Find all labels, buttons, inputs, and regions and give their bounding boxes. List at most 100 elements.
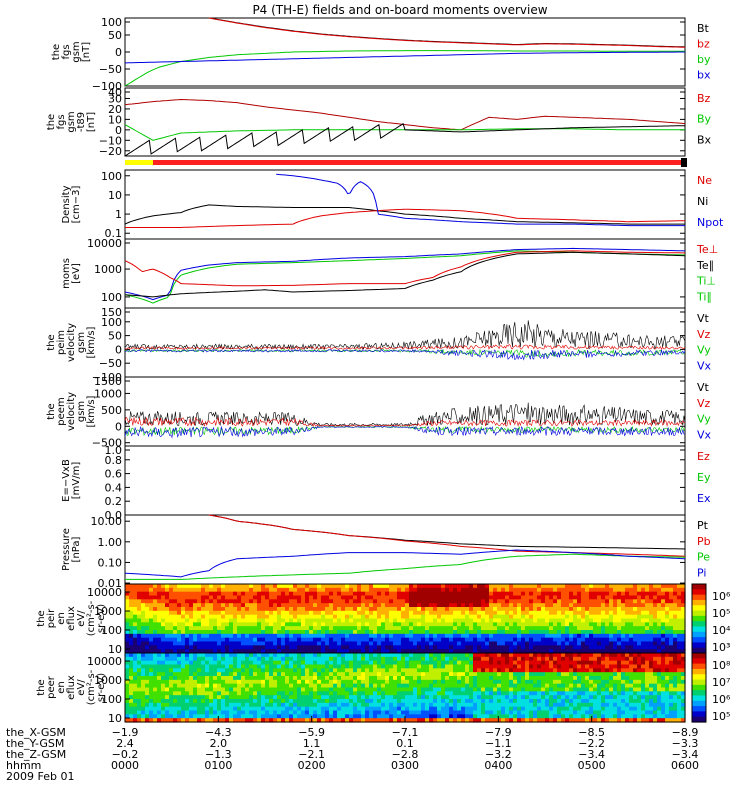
heatmap-cell	[169, 687, 174, 692]
heatmap-cell	[385, 645, 390, 650]
heatmap-cell	[133, 599, 138, 604]
heatmap-cell	[345, 679, 350, 685]
heatmap-cell	[497, 622, 502, 627]
heatmap-cell	[661, 610, 666, 616]
heatmap-cell	[133, 645, 138, 650]
heatmap-cell	[413, 587, 418, 593]
heatmap-cell	[201, 595, 206, 600]
heatmap-cell	[237, 603, 242, 608]
heatmap-cell	[313, 610, 318, 616]
heatmap-cell	[581, 668, 586, 673]
heatmap-cell	[385, 695, 390, 700]
heatmap-cell	[377, 641, 382, 646]
heatmap-cell	[149, 702, 154, 708]
heatmap-cell	[617, 610, 622, 616]
heatmap-cell	[465, 714, 470, 719]
heatmap-cell	[357, 618, 362, 623]
heatmap-cell	[265, 591, 270, 597]
heatmap-cell	[137, 656, 142, 662]
heatmap-cell	[365, 630, 370, 635]
heatmap-cell	[397, 679, 402, 685]
heatmap-cell	[133, 710, 138, 715]
heatmap-cell	[205, 603, 210, 608]
heatmap-cell	[165, 603, 170, 608]
heatmap-cell	[329, 637, 334, 643]
heatmap-cell	[281, 610, 286, 616]
heatmap-cell	[457, 706, 462, 712]
heatmap-cell	[541, 679, 546, 685]
heatmap-cell	[553, 614, 558, 620]
heatmap-cell	[605, 676, 610, 681]
heatmap-cell	[157, 649, 162, 654]
heatmap-cell	[381, 714, 386, 719]
heatmap-cell	[561, 626, 566, 631]
heatmap-cell	[573, 702, 578, 708]
heatmap-cell	[637, 633, 642, 639]
heatmap-cell	[333, 702, 338, 708]
heatmap-cell	[537, 656, 542, 662]
heatmap-cell	[253, 656, 258, 662]
heatmap-cell	[537, 683, 542, 689]
heatmap-cell	[533, 718, 538, 723]
heatmap-cell	[417, 591, 422, 597]
heatmap-cell	[477, 618, 482, 623]
heatmap-cell	[213, 691, 218, 696]
heatmap-cell	[521, 591, 526, 597]
heatmap-cell	[421, 587, 426, 593]
heatmap-cell	[285, 706, 290, 712]
heatmap-cell	[409, 691, 414, 696]
heatmap-cell	[441, 633, 446, 639]
heatmap-cell	[513, 633, 518, 639]
heatmap-cell	[453, 718, 458, 723]
heatmap-cell	[289, 645, 294, 650]
heatmap-cell	[277, 645, 282, 650]
heatmap-cell	[245, 656, 250, 662]
heatmap-cell	[609, 599, 614, 604]
heatmap-cell	[261, 706, 266, 712]
heatmap-cell	[525, 683, 530, 689]
heatmap-cell	[377, 630, 382, 635]
heatmap-cell	[613, 668, 618, 673]
heatmap-cell	[261, 614, 266, 620]
heatmap-cell	[569, 595, 574, 600]
heatmap-cell	[221, 595, 226, 600]
heatmap-cell	[537, 622, 542, 627]
heatmap-cell	[513, 637, 518, 643]
heatmap-cell	[217, 587, 222, 593]
heatmap-cell	[241, 595, 246, 600]
heatmap-cell	[133, 695, 138, 700]
heatmap-cell	[553, 607, 558, 612]
heatmap-cell	[509, 630, 514, 635]
heatmap-cell	[501, 637, 506, 643]
heatmap-cell	[593, 687, 598, 692]
heatmap-cell	[169, 710, 174, 715]
heatmap-cell	[153, 622, 158, 627]
heatmap-cell	[221, 630, 226, 635]
heatmap-cell	[565, 695, 570, 700]
heatmap-cell	[389, 595, 394, 600]
heatmap-cell	[389, 687, 394, 692]
heatmap-cell	[161, 710, 166, 715]
heatmap-cell	[629, 641, 634, 646]
heatmap-cell	[421, 660, 426, 666]
heatmap-cell	[589, 653, 594, 658]
heatmap-cell	[369, 633, 374, 639]
heatmap-cell	[517, 633, 522, 639]
heatmap-cell	[401, 699, 406, 704]
heatmap-cell	[617, 649, 622, 654]
heatmap-cell	[397, 595, 402, 600]
heatmap-cell	[453, 618, 458, 623]
heatmap-cell	[409, 687, 414, 692]
heatmap-cell	[301, 691, 306, 696]
heatmap-cell	[241, 584, 246, 589]
heatmap-cell	[633, 618, 638, 623]
colorbar-cell	[692, 605, 706, 609]
y-axis-label: the peem velocity gsm [km/s]	[46, 392, 97, 431]
heatmap-cell	[277, 649, 282, 654]
heatmap-cell	[129, 653, 134, 658]
heatmap-cell	[357, 710, 362, 715]
heatmap-cell	[337, 668, 342, 673]
heatmap-cell	[149, 664, 154, 669]
heatmap-cell	[225, 718, 230, 723]
heatmap-cell	[241, 691, 246, 696]
